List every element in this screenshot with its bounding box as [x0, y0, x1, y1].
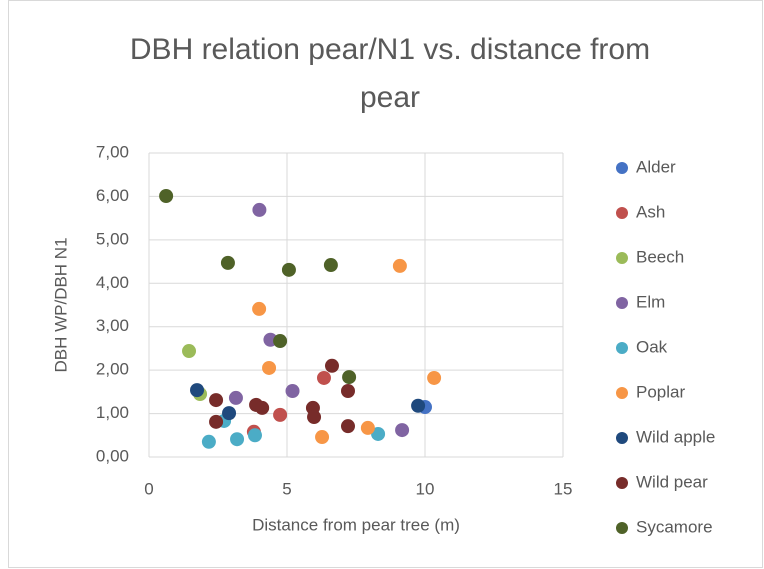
point [281, 262, 296, 277]
point [427, 370, 442, 385]
legend-marker [616, 522, 628, 534]
x-axis-label: Distance from pear tree (m) [252, 515, 460, 534]
legend-marker [616, 207, 628, 219]
point [316, 370, 331, 385]
y-tick-label: 1,00 [96, 403, 129, 422]
legend-label: Oak [636, 337, 668, 356]
point [209, 393, 224, 408]
point [201, 434, 216, 449]
point [252, 202, 267, 217]
legend-marker [616, 432, 628, 444]
point [315, 430, 330, 445]
point [324, 358, 339, 373]
x-tick-label: 15 [554, 479, 573, 498]
legend-marker [616, 387, 628, 399]
legend-label: Wild pear [636, 472, 708, 491]
point [262, 360, 277, 375]
legend-label: Beech [636, 247, 684, 266]
point [307, 410, 322, 425]
y-tick-label: 5,00 [96, 229, 129, 248]
y-tick-label: 7,00 [96, 142, 129, 161]
legend-label: Sycamore [636, 517, 713, 536]
legend-label: Wild apple [636, 427, 715, 446]
point [190, 383, 205, 398]
point [340, 383, 355, 398]
point [209, 414, 224, 429]
y-tick-label: 3,00 [96, 316, 129, 335]
point [255, 400, 270, 415]
chart-title: DBH relation pear/N1 vs. distance from p… [129, 33, 651, 114]
point [273, 407, 288, 422]
point [220, 255, 235, 270]
legend-marker [616, 252, 628, 264]
point [273, 334, 288, 349]
point [182, 344, 197, 359]
point [230, 432, 245, 447]
legend-label: Alder [636, 157, 676, 176]
point [159, 188, 174, 203]
chart-border [8, 0, 763, 568]
x-tick-label: 0 [144, 479, 153, 498]
point [340, 419, 355, 434]
y-tick-label: 0,00 [96, 446, 129, 465]
y-axis-label: DBH WP/DBH N1 [51, 237, 70, 372]
legend-label: Elm [636, 292, 665, 311]
point [252, 301, 267, 316]
legend-label: Ash [636, 202, 665, 221]
point [323, 258, 338, 273]
legend-marker [616, 297, 628, 309]
y-tick-label: 6,00 [96, 186, 129, 205]
point [222, 406, 237, 421]
point [392, 258, 407, 273]
point [342, 370, 357, 385]
point [247, 428, 262, 443]
point [228, 390, 243, 405]
point [411, 398, 426, 413]
point [371, 426, 386, 441]
y-tick-label: 2,00 [96, 360, 129, 379]
point [285, 383, 300, 398]
legend-marker [616, 477, 628, 489]
x-tick-label: 5 [282, 479, 291, 498]
legend-marker [616, 162, 628, 174]
legend-label: Poplar [636, 382, 685, 401]
point [395, 423, 410, 438]
y-tick-label: 4,00 [96, 273, 129, 292]
legend-marker [616, 342, 628, 354]
x-tick-label: 10 [416, 479, 435, 498]
point [360, 420, 375, 435]
